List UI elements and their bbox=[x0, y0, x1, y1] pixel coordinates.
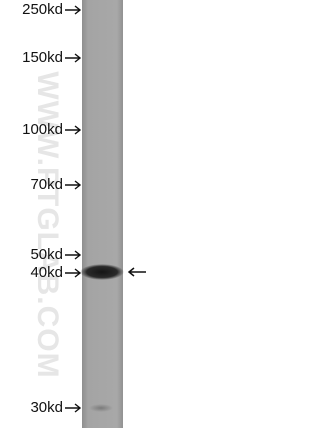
marker-label: 100kd bbox=[22, 121, 63, 138]
protein-band bbox=[80, 264, 124, 280]
marker-arrow bbox=[65, 53, 82, 63]
marker-label: 50kd bbox=[30, 246, 63, 263]
marker-arrow bbox=[65, 250, 82, 260]
marker-arrow bbox=[65, 5, 82, 15]
blot-figure: WWW.PTGLAB.COM 250kd 150kd 100kd 70kd 50kd40… bbox=[22, 0, 146, 428]
gel-lane bbox=[82, 0, 123, 428]
marker-label: 40kd bbox=[30, 264, 63, 281]
marker-arrow bbox=[65, 403, 82, 413]
watermark: WWW.PTGLAB.COM bbox=[31, 71, 64, 378]
marker-label: 250kd bbox=[22, 1, 63, 18]
marker-label: 30kd bbox=[30, 399, 63, 416]
marker-arrow bbox=[65, 125, 82, 135]
marker-arrow bbox=[65, 180, 82, 190]
marker-arrow bbox=[65, 268, 82, 278]
band-arrow bbox=[127, 267, 146, 277]
marker-label: 70kd bbox=[30, 176, 63, 193]
marker-label: 150kd bbox=[22, 49, 63, 66]
faint-band bbox=[89, 404, 113, 412]
